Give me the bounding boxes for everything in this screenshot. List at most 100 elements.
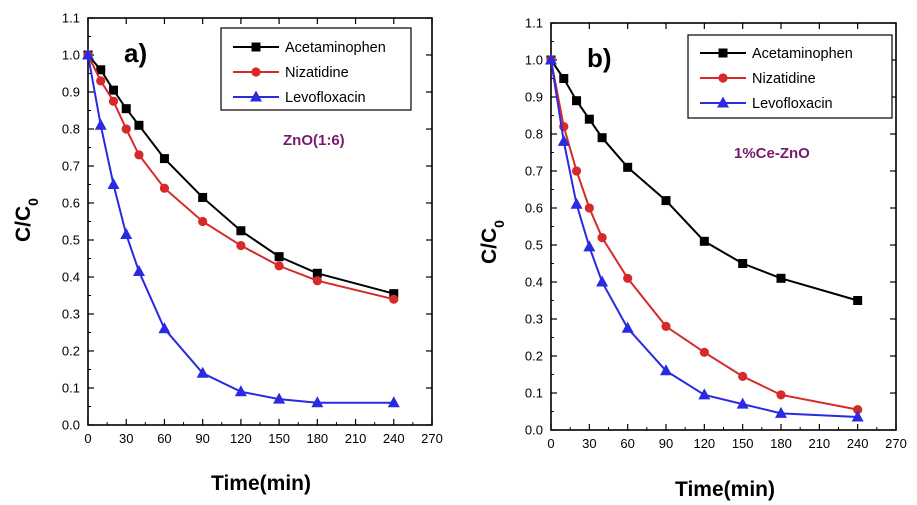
y-tick-label: 0.2 bbox=[525, 349, 543, 364]
y-tick-label: 0.0 bbox=[525, 423, 543, 438]
y-tick-label: 0.9 bbox=[525, 90, 543, 105]
data-point bbox=[596, 275, 609, 287]
x-tick-label: 150 bbox=[268, 431, 290, 446]
sample-annotation: 1%Ce-ZnO bbox=[734, 145, 810, 162]
y-tick-label: 1.0 bbox=[525, 53, 543, 68]
data-point bbox=[158, 322, 171, 334]
y-tick-label: 0.7 bbox=[62, 159, 80, 174]
data-point bbox=[851, 410, 864, 422]
x-tick-label: 210 bbox=[808, 436, 830, 451]
y-tick-label: 1.1 bbox=[62, 11, 80, 26]
sample-annotation: ZnO(1:6) bbox=[283, 132, 345, 149]
x-axis-title: Time(min) bbox=[675, 478, 775, 501]
y-tick-label: 1.1 bbox=[525, 16, 543, 31]
x-tick-label: 180 bbox=[770, 436, 792, 451]
x-tick-label: 120 bbox=[693, 436, 715, 451]
legend-marker bbox=[718, 73, 728, 83]
y-tick-label: 0.4 bbox=[62, 270, 80, 285]
y-axis-title: C/C0 bbox=[478, 220, 507, 264]
data-point bbox=[661, 196, 671, 206]
series-levofloxacin bbox=[545, 53, 864, 422]
y-axis-title: C/C0 bbox=[12, 198, 41, 242]
x-tick-label: 210 bbox=[345, 431, 367, 446]
y-tick-label: 0.3 bbox=[525, 312, 543, 327]
data-point bbox=[559, 74, 569, 83]
data-point bbox=[557, 134, 570, 146]
data-point bbox=[387, 396, 400, 408]
y-tick-label: 0.5 bbox=[62, 233, 80, 248]
data-point bbox=[776, 273, 786, 283]
legend-marker bbox=[718, 48, 728, 58]
panel-label: b) bbox=[587, 43, 612, 73]
data-point bbox=[121, 124, 131, 134]
x-tick-label: 150 bbox=[732, 436, 754, 451]
y-tick-label: 0.2 bbox=[62, 344, 80, 359]
data-point bbox=[775, 406, 787, 418]
y-tick-label: 0.7 bbox=[525, 164, 543, 179]
data-point bbox=[736, 397, 749, 409]
x-tick-label: 0 bbox=[547, 436, 554, 451]
data-point bbox=[572, 96, 582, 106]
legend: Acetaminophen Nizatidine Levofloxacin bbox=[220, 27, 412, 111]
legend-marker bbox=[717, 96, 729, 108]
data-point bbox=[196, 366, 209, 378]
y-tick-label: 0.1 bbox=[525, 386, 543, 401]
data-point bbox=[583, 240, 596, 252]
x-tick-label: 120 bbox=[230, 431, 252, 446]
data-point bbox=[571, 166, 582, 176]
data-point bbox=[738, 371, 748, 381]
data-point bbox=[389, 294, 399, 304]
data-point bbox=[198, 216, 208, 227]
x-tick-label: 90 bbox=[659, 436, 673, 451]
y-tick-label: 0.9 bbox=[62, 85, 80, 100]
data-point bbox=[96, 65, 106, 75]
legend-marker bbox=[251, 67, 261, 77]
x-tick-label: 30 bbox=[582, 436, 596, 451]
data-point bbox=[82, 48, 94, 60]
data-point bbox=[134, 120, 144, 130]
data-point bbox=[236, 226, 246, 236]
x-tick-label: 240 bbox=[847, 436, 869, 451]
data-point bbox=[312, 276, 322, 286]
x-tick-label: 90 bbox=[195, 431, 209, 446]
legend-label: Acetaminophen bbox=[752, 46, 853, 62]
y-tick-label: 0.8 bbox=[62, 122, 80, 137]
data-point bbox=[584, 114, 594, 124]
x-tick-label: 0 bbox=[84, 431, 91, 446]
data-point bbox=[121, 104, 131, 114]
data-point bbox=[311, 396, 324, 408]
data-point bbox=[108, 96, 119, 106]
series-levofloxacin bbox=[82, 48, 400, 408]
data-point bbox=[597, 133, 607, 143]
chart-panel-a: 0 30 60 90 120 150 180 210 240 270 0.0 0.1 0.2 0.3 0.4… bbox=[12, 11, 443, 496]
data-point bbox=[107, 178, 120, 189]
legend-label: Levofloxacin bbox=[752, 96, 833, 112]
x-tick-label: 60 bbox=[157, 431, 171, 446]
data-point bbox=[132, 264, 145, 276]
data-point bbox=[389, 289, 399, 299]
data-point bbox=[273, 392, 286, 404]
y-tick-label: 0.3 bbox=[62, 307, 80, 322]
legend-label: Acetaminophen bbox=[285, 40, 386, 56]
legend-label: Nizatidine bbox=[285, 65, 349, 81]
data-point bbox=[597, 233, 607, 243]
data-point bbox=[570, 197, 583, 209]
x-tick-label: 60 bbox=[620, 436, 634, 451]
data-point bbox=[738, 259, 748, 268]
data-point bbox=[198, 192, 208, 202]
y-tick-label: 1.0 bbox=[62, 48, 80, 63]
y-tick-label: 0.8 bbox=[525, 127, 543, 142]
panel-label: a) bbox=[124, 38, 147, 68]
data-point bbox=[698, 388, 711, 400]
data-point bbox=[545, 53, 557, 65]
data-point bbox=[120, 227, 133, 239]
y-tick-label: 0.0 bbox=[62, 418, 80, 433]
data-point bbox=[699, 347, 709, 357]
data-point bbox=[159, 154, 169, 164]
data-point bbox=[312, 268, 322, 278]
data-point bbox=[234, 385, 247, 397]
data-point bbox=[853, 405, 863, 415]
y-tick-label: 0.1 bbox=[62, 381, 80, 396]
x-tick-label: 270 bbox=[885, 436, 907, 451]
